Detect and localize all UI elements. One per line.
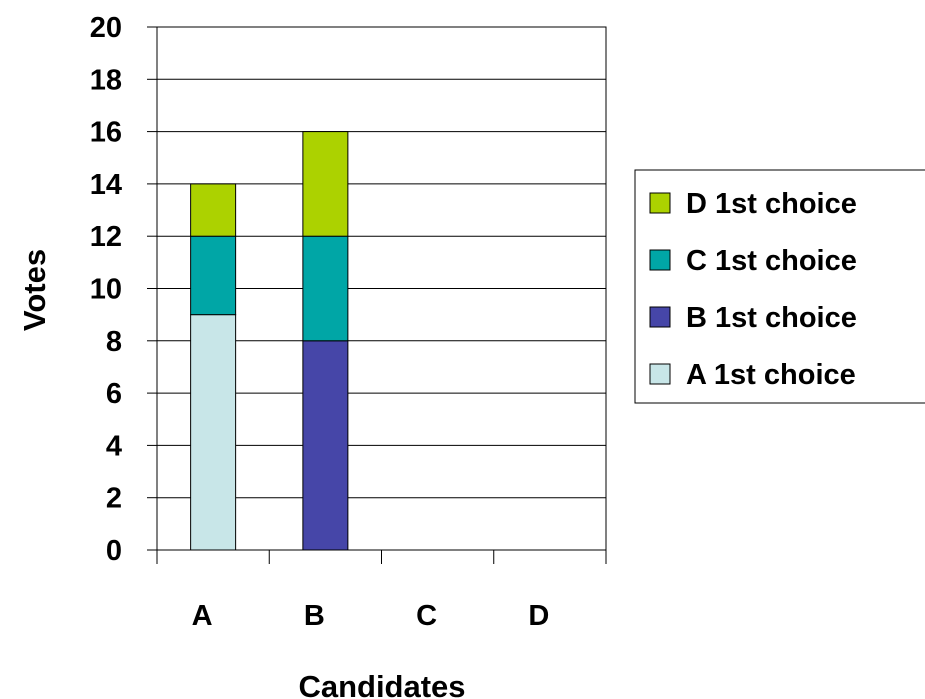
- bar-segment-a-c: [190, 235, 237, 316]
- y-tick-label: 18: [90, 64, 122, 96]
- y-axis-ticks: 0 2 4 6 8 10 12 14 16 18 20: [90, 12, 157, 567]
- x-tick-label: B: [304, 600, 325, 632]
- bar-segment-b-d: [302, 131, 349, 237]
- legend-label: A 1st choice: [686, 359, 856, 391]
- y-tick-label: 0: [106, 535, 122, 567]
- x-tick-label: D: [528, 600, 549, 632]
- y-tick-label: 6: [106, 378, 122, 410]
- legend: D 1st choice C 1st choice B 1st choice A 1s…: [634, 169, 925, 404]
- y-tick-label: 16: [90, 117, 122, 149]
- y-tick-label: 10: [90, 274, 122, 306]
- legend-label: D 1st choice: [686, 188, 857, 220]
- y-axis-title: Votes: [17, 249, 52, 331]
- bar-segment-b-b: [302, 340, 349, 551]
- y-tick-label: 14: [90, 169, 122, 201]
- bar-segment-a-d: [190, 183, 237, 237]
- legend-swatch: [649, 306, 671, 328]
- bar-segment-b-c: [302, 235, 349, 342]
- bars: [190, 131, 349, 551]
- x-axis-ticks: A B C D: [156, 550, 607, 632]
- y-tick-label: 20: [90, 12, 122, 44]
- x-tick-label: C: [416, 600, 437, 632]
- y-tick-label: 2: [106, 483, 122, 515]
- y-tick-label: 4: [106, 430, 122, 462]
- legend-label: B 1st choice: [686, 302, 857, 334]
- legend-swatch: [649, 363, 671, 385]
- bar-segment-a-a: [190, 314, 237, 551]
- legend-swatch: [649, 249, 671, 271]
- x-tick-label: A: [192, 600, 213, 632]
- legend-label: C 1st choice: [686, 245, 857, 277]
- legend-swatch: [649, 192, 671, 214]
- x-axis-title: Candidates: [298, 669, 465, 699]
- y-tick-label: 12: [90, 221, 122, 253]
- y-tick-label: 8: [106, 326, 122, 358]
- axes: [147, 27, 606, 564]
- legend-box: [634, 169, 925, 404]
